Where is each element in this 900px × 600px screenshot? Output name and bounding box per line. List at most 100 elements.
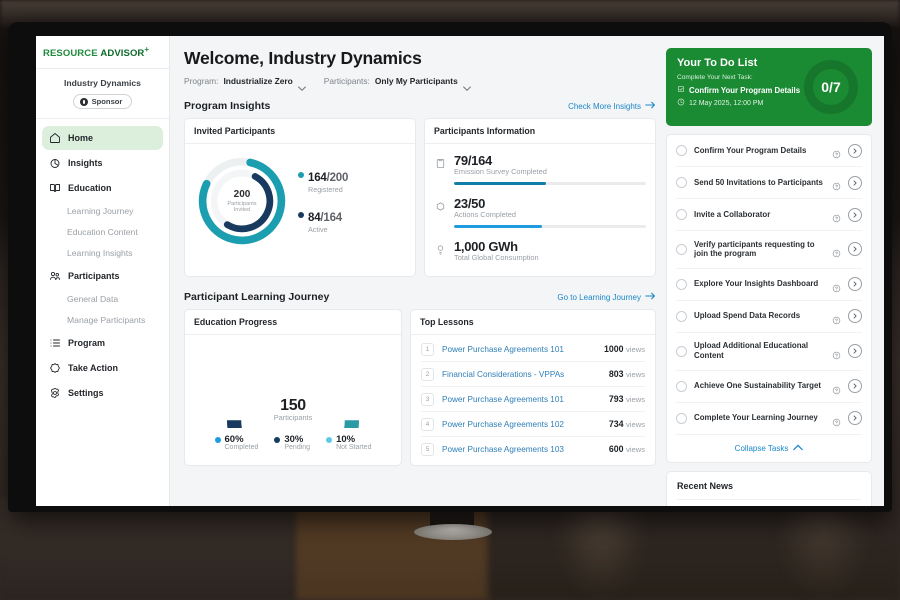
sidebar-item-home[interactable]: Home xyxy=(42,126,163,151)
link-label: Check More Insights xyxy=(568,101,641,111)
task-checkbox[interactable] xyxy=(676,412,687,424)
sidebar-item-insights[interactable]: Insights xyxy=(42,151,163,175)
task-open-button[interactable] xyxy=(848,344,862,359)
sidebar-item-label: Home xyxy=(68,133,94,144)
todo-subtitle: Complete Your Next Task: xyxy=(677,74,753,81)
todo-column: Your To Do List Complete Your Next Task:… xyxy=(666,48,872,506)
help-icon[interactable] xyxy=(832,210,841,223)
lesson-rank: 3 xyxy=(421,392,434,406)
todo-task-row[interactable]: Invite a Collaborator xyxy=(676,199,862,231)
participants-filter[interactable]: Participants: Only My Participants xyxy=(324,76,471,92)
sidebar-subitem-general-data[interactable]: General Data xyxy=(67,294,119,305)
card-title: Top Lessons xyxy=(411,310,655,335)
help-icon[interactable] xyxy=(832,245,841,258)
task-open-button[interactable] xyxy=(848,277,862,292)
todo-task-row[interactable]: Complete Your Learning Journey xyxy=(676,403,862,435)
task-checkbox[interactable] xyxy=(676,243,687,255)
chevron-down-icon xyxy=(462,79,471,92)
task-open-button[interactable] xyxy=(848,309,862,324)
invited-participants-card: Invited Participants xyxy=(184,118,416,277)
lesson-name[interactable]: Power Purchase Agreements 101 xyxy=(442,344,564,354)
task-checkbox[interactable] xyxy=(676,278,687,290)
collapse-tasks-button[interactable]: Collapse Tasks xyxy=(676,435,862,462)
card-body: 1 Power Purchase Agreements 101 1000 vie… xyxy=(411,335,655,465)
section-title: Program Insights xyxy=(184,100,271,112)
todo-task-row[interactable]: Confirm Your Program Details xyxy=(676,135,862,167)
views-word: views xyxy=(626,420,645,429)
task-checkbox[interactable] xyxy=(676,310,687,322)
legend-dot-icon xyxy=(326,437,333,443)
todo-title: Your To Do List xyxy=(677,57,758,69)
task-checkbox[interactable] xyxy=(676,209,687,220)
gear-icon xyxy=(49,387,61,399)
sidebar-item-program[interactable]: Program xyxy=(42,331,163,355)
todo-task-row[interactable]: Achieve One Sustainability Target xyxy=(676,371,862,403)
help-icon[interactable] xyxy=(832,312,841,324)
todo-task-row[interactable]: Upload Spend Data Records xyxy=(676,301,862,333)
sidebar-item-education[interactable]: Education xyxy=(42,176,163,200)
help-icon[interactable] xyxy=(832,382,841,394)
lesson-name[interactable]: Power Purchase Agreements 101 xyxy=(442,394,564,404)
gauge-legend: 60% Completed 30% Pending xyxy=(214,434,371,451)
task-checkbox[interactable] xyxy=(676,177,687,188)
help-icon[interactable] xyxy=(832,146,841,159)
task-checkbox[interactable] xyxy=(676,380,687,392)
todo-task-row[interactable]: Send 50 Invitations to Participants xyxy=(676,167,862,199)
go-to-learning-journey-link[interactable]: Go to Learning Journey xyxy=(557,292,656,302)
book-icon xyxy=(49,182,61,194)
todo-next-task[interactable]: Confirm Your Program Details xyxy=(677,85,861,95)
sidebar-subitem-manage-participants[interactable]: Manage Participants xyxy=(67,315,146,326)
lesson-row[interactable]: 1 Power Purchase Agreements 101 1000 vie… xyxy=(421,337,645,362)
lesson-name[interactable]: Financial Considerations - VPPAs xyxy=(442,369,565,379)
program-filter[interactable]: Program: Industrialize Zero xyxy=(184,76,306,92)
sidebar-subitem-learning-journey[interactable]: Learning Journey xyxy=(67,206,134,217)
application-window: RESOURCE ADVISOR+ Industry Dynamics Spon… xyxy=(36,36,884,506)
task-open-button[interactable] xyxy=(848,379,862,393)
sidebar-item-settings[interactable]: Settings xyxy=(42,381,163,405)
education-progress-card: Education Progress xyxy=(184,309,402,466)
todo-task-row[interactable]: Upload Additional Educational Content xyxy=(676,333,862,371)
task-label: Explore Your Insights Dashboard xyxy=(694,279,819,289)
lesson-row[interactable]: 4 Power Purchase Agreements 102 734 view… xyxy=(421,412,645,437)
lesson-row[interactable]: 3 Power Purchase Agreements 101 793 view… xyxy=(421,387,645,412)
task-checkbox[interactable] xyxy=(676,145,687,156)
task-open-button[interactable] xyxy=(848,207,862,222)
lesson-name[interactable]: Power Purchase Agreements 102 xyxy=(442,419,564,429)
views-word: views xyxy=(626,370,645,379)
task-open-button[interactable] xyxy=(848,242,862,257)
help-icon[interactable] xyxy=(832,280,841,292)
check-more-insights-link[interactable]: Check More Insights xyxy=(568,101,656,111)
sidebar-subitem-education-content[interactable]: Education Content xyxy=(67,227,138,238)
task-open-button[interactable] xyxy=(848,175,862,190)
legend-denominator: /200 xyxy=(326,172,349,184)
todo-task-row[interactable]: Explore Your Insights Dashboard xyxy=(676,269,862,301)
task-open-button[interactable] xyxy=(848,143,862,158)
app-logo[interactable]: RESOURCE ADVISOR+ xyxy=(36,45,169,70)
insights-icon xyxy=(49,157,61,169)
collapse-label: Collapse Tasks xyxy=(734,443,789,453)
desk-surface-right xyxy=(488,498,900,600)
card-title: Participants Information xyxy=(425,119,655,144)
next-task-label: Confirm Your Program Details xyxy=(689,85,801,95)
sidebar-item-participants[interactable]: Participants xyxy=(42,264,163,288)
sidebar-subitem-learning-insights[interactable]: Learning Insights xyxy=(67,248,133,259)
help-icon[interactable] xyxy=(832,414,841,426)
help-icon[interactable] xyxy=(832,347,841,359)
sponsor-badge[interactable]: Sponsor xyxy=(72,94,133,110)
task-open-button[interactable] xyxy=(848,411,862,425)
lesson-name[interactable]: Power Purchase Agreements 103 xyxy=(442,444,564,454)
lesson-row[interactable]: 2 Financial Considerations - VPPAs 803 v… xyxy=(421,362,645,387)
task-checkbox[interactable] xyxy=(676,345,687,357)
todo-task-list: Confirm Your Program Details Send 50 Inv… xyxy=(666,134,872,463)
legend-dot-icon xyxy=(298,212,304,218)
lesson-views: 1000 xyxy=(603,344,624,354)
monitor-bezel: RESOURCE ADVISOR+ Industry Dynamics Spon… xyxy=(8,22,892,512)
lesson-row[interactable]: 5 Power Purchase Agreements 103 600 view… xyxy=(421,437,645,461)
stat-value: 1,000 GWh xyxy=(454,239,518,254)
logo-word-advisor: ADVISOR xyxy=(100,48,145,60)
donut-center-value: 200 xyxy=(233,189,251,200)
task-label: Invite a Collaborator xyxy=(694,209,771,219)
sidebar-item-take-action[interactable]: Take Action xyxy=(42,356,163,380)
help-icon[interactable] xyxy=(832,178,841,191)
todo-task-row[interactable]: Verify participants requesting to join t… xyxy=(676,231,862,269)
